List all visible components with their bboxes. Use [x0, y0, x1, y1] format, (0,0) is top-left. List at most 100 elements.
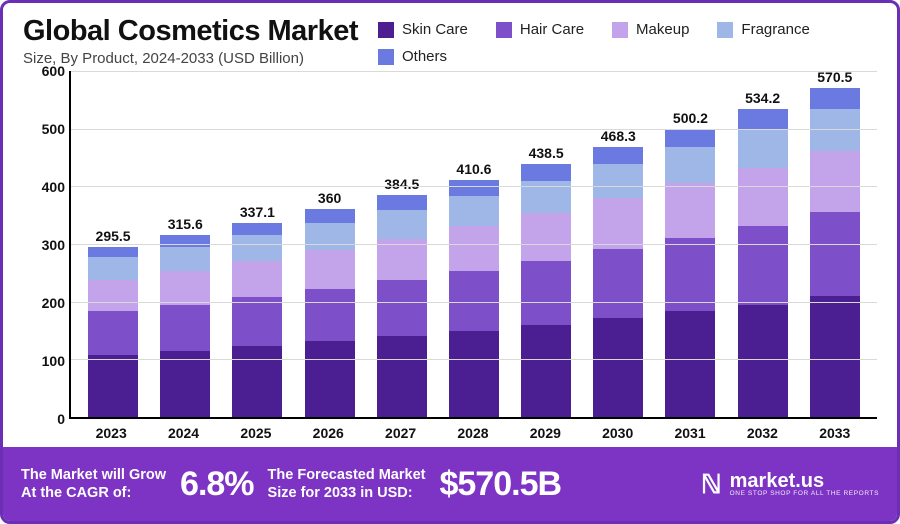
chart-subtitle: Size, By Product, 2024-2033 (USD Billion…: [23, 50, 358, 67]
bar-segment: [665, 147, 715, 183]
bar-segment: [377, 239, 427, 281]
y-tick-label: 300: [42, 237, 65, 253]
brand-logo-icon: ℕ: [701, 469, 722, 500]
bar-segment: [738, 168, 788, 226]
legend-item: Others: [378, 48, 447, 65]
bar-segment: [593, 318, 643, 417]
header-row: Global Cosmetics Market Size, By Product…: [23, 15, 877, 67]
bar-segment: [377, 280, 427, 336]
y-axis: 0100200300400500600: [23, 71, 69, 419]
bar-segment: [305, 223, 355, 250]
grid-line: [71, 186, 877, 187]
x-axis: 2023202420252026202720282029203020312032…: [69, 419, 877, 441]
bar-segment: [88, 280, 138, 312]
chart-body: 0100200300400500600 295.5315.6337.136038…: [23, 71, 877, 419]
bar-segment: [160, 247, 210, 271]
x-tick-label: 2026: [298, 425, 358, 441]
chart-area: Global Cosmetics Market Size, By Product…: [3, 3, 897, 447]
x-tick-label: 2030: [588, 425, 648, 441]
bar-segment: [305, 209, 355, 223]
bar-stack: [305, 209, 355, 417]
x-tick-label: 2027: [371, 425, 431, 441]
y-tick-label: 0: [57, 411, 65, 427]
x-tick-label: 2033: [805, 425, 865, 441]
title-block: Global Cosmetics Market Size, By Product…: [23, 15, 358, 67]
bar-stack: [449, 180, 499, 417]
bar-segment: [449, 196, 499, 227]
brand-block: ℕ market.us ONE STOP SHOP FOR ALL THE RE…: [701, 469, 879, 500]
legend-label: Hair Care: [520, 21, 584, 38]
bar-segment: [377, 336, 427, 417]
bar-segment: [593, 249, 643, 318]
chart-card: Global Cosmetics Market Size, By Product…: [0, 0, 900, 524]
legend-swatch: [378, 22, 394, 38]
bar-segment: [738, 305, 788, 417]
bar-stack: [232, 223, 282, 417]
grid-line: [71, 359, 877, 360]
x-tick-label: 2029: [515, 425, 575, 441]
bar-segment: [160, 271, 210, 305]
bar-segment: [738, 226, 788, 305]
bar-segment: [810, 212, 860, 296]
legend-item: Makeup: [612, 21, 689, 38]
bar-segment: [305, 289, 355, 341]
bar-segment: [88, 247, 138, 258]
bar-total-label: 384.5: [384, 176, 419, 192]
bar-segment: [160, 351, 210, 417]
bar-segment: [521, 164, 571, 180]
bar-total-label: 410.6: [456, 161, 491, 177]
footer-banner: The Market will GrowAt the CAGR of: 6.8%…: [3, 447, 897, 521]
bar-segment: [377, 195, 427, 210]
bar-segment: [665, 311, 715, 417]
legend-label: Skin Care: [402, 21, 468, 38]
bar-segment: [738, 109, 788, 129]
bar-total-label: 315.6: [168, 216, 203, 232]
bar-segment: [232, 346, 282, 417]
forecast-value: $570.5B: [439, 465, 561, 504]
bar-segment: [810, 88, 860, 109]
bar-stack: [665, 129, 715, 417]
bar-segment: [160, 235, 210, 247]
grid-line: [71, 244, 877, 245]
bar-stack: [88, 247, 138, 417]
bar-segment: [305, 250, 355, 289]
bar-total-label: 360: [318, 190, 341, 206]
bar-stack: [593, 147, 643, 417]
bar-segment: [738, 129, 788, 168]
cagr-value: 6.8%: [180, 465, 254, 504]
bar-segment: [377, 210, 427, 239]
grid-line: [71, 71, 877, 72]
brand-tagline: ONE STOP SHOP FOR ALL THE REPORTS: [730, 491, 879, 498]
bar-segment: [593, 198, 643, 249]
bar-segment: [521, 261, 571, 325]
legend: Skin Care Hair Care Makeup Fragrance Others: [378, 15, 877, 65]
bar-segment: [665, 238, 715, 312]
legend-swatch: [717, 22, 733, 38]
bar-segment: [665, 183, 715, 237]
bar-segment: [232, 297, 282, 346]
legend-item: Hair Care: [496, 21, 584, 38]
bar-segment: [810, 296, 860, 417]
bar-total-label: 500.2: [673, 109, 708, 125]
bar-total-label: 337.1: [240, 203, 275, 219]
cagr-label: The Market will GrowAt the CAGR of:: [21, 466, 166, 502]
brand-name: market.us: [730, 471, 879, 491]
bar-segment: [449, 226, 499, 270]
bar-stack: [521, 164, 571, 417]
y-tick-label: 200: [42, 295, 65, 311]
x-tick-label: 2032: [732, 425, 792, 441]
bar-total-label: 295.5: [96, 227, 131, 243]
bar-segment: [593, 164, 643, 198]
plot-area: 295.5315.6337.1360384.5410.6438.5468.350…: [69, 71, 877, 419]
bar-total-label: 468.3: [601, 128, 636, 144]
bar-stack: [810, 88, 860, 417]
bar-segment: [593, 147, 643, 164]
forecast-label: The Forecasted MarketSize for 2033 in US…: [268, 466, 426, 502]
x-tick-label: 2023: [81, 425, 141, 441]
bar-segment: [665, 129, 715, 148]
bar-segment: [88, 257, 138, 279]
legend-label: Makeup: [636, 21, 689, 38]
legend-swatch: [378, 49, 394, 65]
legend-item: Fragrance: [717, 21, 809, 38]
legend-swatch: [612, 22, 628, 38]
